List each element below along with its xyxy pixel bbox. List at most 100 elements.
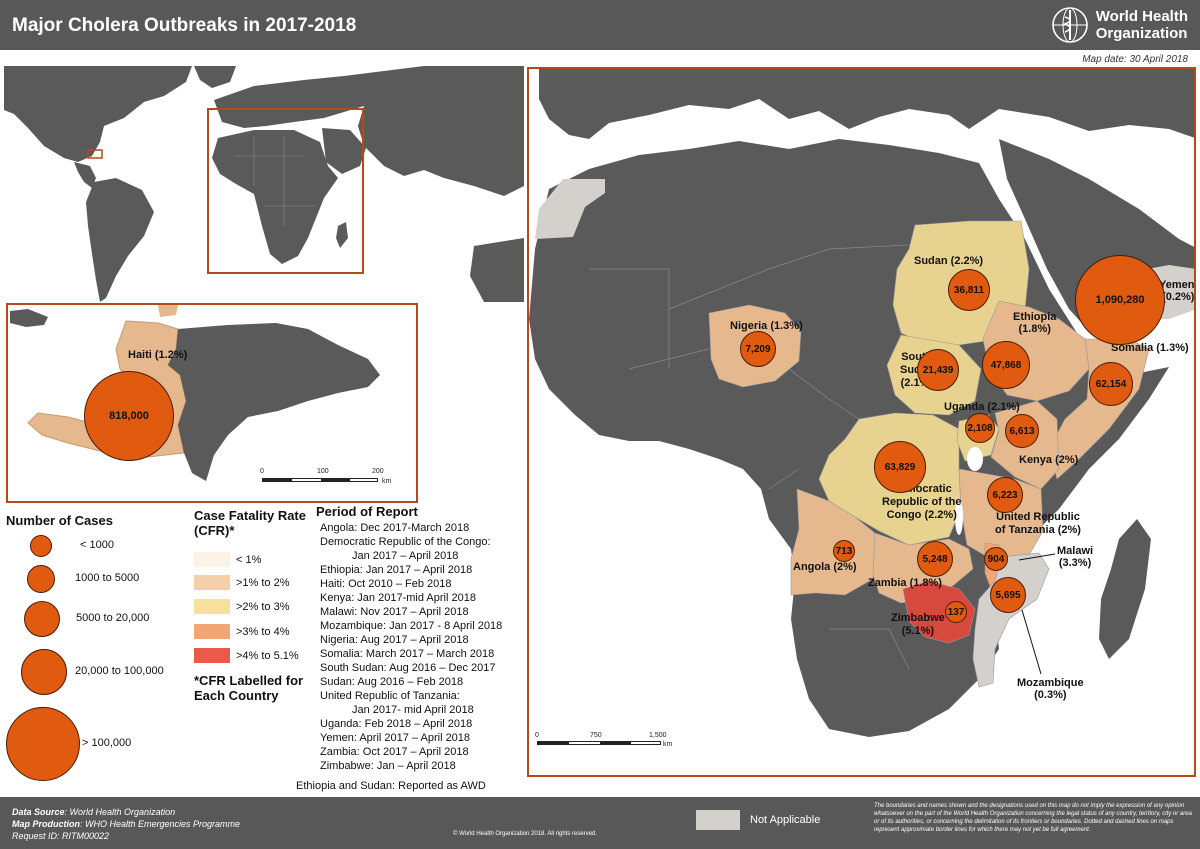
haiti-locator-box (87, 149, 103, 159)
legend-cfr-item: >2% to 3% (194, 599, 290, 614)
africa-scale-bar: 0 750 1,500 km (535, 732, 685, 756)
period-title: Period of Report (316, 504, 418, 519)
legend-cfr-item: < 1% (194, 552, 261, 567)
period-row: Yemen: April 2017 – April 2018 (320, 732, 471, 744)
label-nigeria: Nigeria (1.3%) (730, 320, 803, 332)
legend-cases-item: > 100,000 (6, 707, 131, 781)
who-logo: World Health Organization (1050, 5, 1188, 45)
map-title: Major Cholera Outbreaks in 2017-2018 (12, 15, 357, 36)
legend-cases-label: 1000 to 5000 (75, 572, 140, 584)
legend-cfr-label: < 1% (236, 553, 262, 566)
legend-cases-item: 5000 to 20,000 (24, 601, 149, 637)
cfr-footnote: *CFR Labelled for Each Country (194, 673, 304, 703)
period-row: Democratic Republic of the Congo: (320, 536, 491, 548)
map-header: Major Cholera Outbreaks in 2017-2018 Wor… (0, 0, 1200, 50)
legend-cfr-swatch (194, 599, 230, 614)
haiti-scale-tick-1: 100 (317, 468, 329, 475)
legend-case-fatality-rate: Case Fatality Rate (CFR)* < 1% >1% to 2%… (194, 508, 309, 708)
legend-cfr-item: >1% to 2% (194, 575, 290, 590)
label-yemen: Yemen (0.2%) (1159, 279, 1195, 303)
haiti-scale-tick-2: 200 (372, 468, 384, 475)
haiti-scale-tick-0: 0 (260, 468, 264, 475)
map-date: Map date: 30 April 2018 (1082, 54, 1188, 65)
legend-cases-dot (6, 707, 80, 781)
legend-cfr-item: >4% to 5.1% (194, 648, 299, 663)
period-row: Uganda: Feb 2018 – April 2018 (320, 718, 473, 730)
world-overview-map (4, 66, 524, 302)
haiti-inset-map: Haiti (1.2%) 818,000 0 100 200 km (6, 303, 418, 503)
legend-cases-label: < 1000 (80, 539, 114, 551)
period-row: Haiti: Oct 2010 – Feb 2018 (320, 578, 452, 590)
data-source-line: Data Source: World Health Organization (12, 806, 240, 818)
bubble-somalia: 62,154 (1089, 362, 1133, 406)
data-source-value: : World Health Organization (64, 807, 176, 817)
who-emblem-icon (1051, 7, 1088, 43)
period-row: South Sudan: Aug 2016 – Dec 2017 (320, 662, 496, 674)
map-production-label: Map Production (12, 819, 80, 829)
period-row: Ethiopia: Jan 2017 – April 2018 (320, 564, 473, 576)
africa-scale-tick-1: 750 (590, 732, 602, 739)
bubble-zambia: 5,248 (917, 541, 953, 577)
period-footnote: Ethiopia and Sudan: Reported as AWD (296, 780, 486, 792)
period-row: Jan 2017- mid April 2018 (352, 704, 474, 716)
legend-cases-label: 20,000 to 100,000 (75, 665, 164, 677)
legend-cfr-swatch (194, 624, 230, 639)
legend-cfr-swatch (194, 648, 230, 663)
label-zimbabwe: Zimbabwe (5.1%) (891, 612, 945, 637)
legend-cfr-label: >1% to 2% (236, 576, 290, 589)
legend-cases-item: 20,000 to 100,000 (21, 649, 164, 695)
disclaimer: The boundaries and names shown and the d… (874, 803, 1192, 833)
label-angola: Angola (2%) (793, 561, 857, 573)
africa-scale-unit: km (663, 741, 673, 748)
not-applicable-label: Not Applicable (750, 814, 821, 826)
label-uganda: Uganda (2.1%) (944, 401, 1020, 413)
legend-cases-item: 1000 to 5000 (27, 565, 139, 593)
period-row: United Republic of Tanzania: (320, 690, 460, 702)
request-id: Request ID: RITM00022 (12, 831, 110, 841)
legend-cfr-label: >2% to 3% (236, 600, 290, 613)
map-footer: Data Source: World Health Organization M… (0, 797, 1200, 849)
africa-main-map: Sudan (2.2%) Yemen (0.2%) Nigeria (1.3%)… (527, 67, 1196, 777)
bubble-mozambique: 5,695 (990, 577, 1026, 613)
haiti-scale-unit: km (382, 478, 392, 485)
legend-number-of-cases: Number of Cases < 1000 1000 to 5000 5000… (6, 513, 186, 793)
legend-cases-dot (30, 535, 52, 557)
org-line-1: World Health (1095, 8, 1188, 25)
period-row: Zimbabwe: Jan – April 2018 (320, 760, 456, 772)
period-row: Nigeria: Aug 2017 – April 2018 (320, 634, 469, 646)
leader-lines (1018, 553, 1056, 675)
footer-credits: Data Source: World Health Organization M… (12, 806, 240, 842)
bubble-malawi: 904 (984, 547, 1008, 571)
period-row: Malawi: Nov 2017 – April 2018 (320, 606, 469, 618)
label-zambia: Zambia (1.8%) (868, 577, 942, 589)
legend-cases-item: < 1000 (30, 535, 114, 557)
label-kenya: Kenya (2%) (1019, 454, 1079, 466)
legend-cfr-swatch (194, 552, 230, 567)
legend-cases-dot (24, 601, 60, 637)
label-ethiopia: Ethiopia (1.8%) (1013, 311, 1057, 335)
legend-cfr-item: >3% to 4% (194, 624, 290, 639)
bubble-zimbabwe: 137 (945, 601, 967, 623)
legend-cases-dot (27, 565, 55, 593)
africa-scale-tick-2: 1,500 (649, 732, 667, 739)
bubble-drc: 63,829 (874, 441, 926, 493)
label-sudan: Sudan (2.2%) (914, 255, 984, 267)
period-of-report: Period of Report Angola: Dec 2017-March … (296, 504, 526, 794)
label-mozambique: Mozambique (0.3%) (1017, 677, 1084, 701)
legend-cfr-label: >3% to 4% (236, 625, 290, 638)
period-row: Zambia: Oct 2017 – April 2018 (320, 746, 469, 758)
haiti-label: Haiti (1.2%) (128, 349, 188, 361)
bubble-ethiopia: 47,868 (982, 341, 1030, 389)
not-applicable-legend: Not Applicable (696, 810, 820, 830)
bubble-nigeria: 7,209 (740, 331, 776, 367)
legend-cfr-title: Case Fatality Rate (CFR)* (194, 508, 306, 538)
haiti-cases-bubble: 818,000 (84, 371, 174, 461)
period-row: Kenya: Jan 2017-mid April 2018 (320, 592, 476, 604)
who-wordmark: World Health Organization (1096, 8, 1188, 42)
legend-cases-label: > 100,000 (82, 737, 132, 749)
not-applicable-swatch (696, 810, 740, 830)
africa-locator-frame (207, 108, 364, 274)
legend-cases-title: Number of Cases (6, 513, 113, 528)
period-row: Mozambique: Jan 2017 - 8 April 2018 (320, 620, 503, 632)
legend-cases-dot (21, 649, 67, 695)
